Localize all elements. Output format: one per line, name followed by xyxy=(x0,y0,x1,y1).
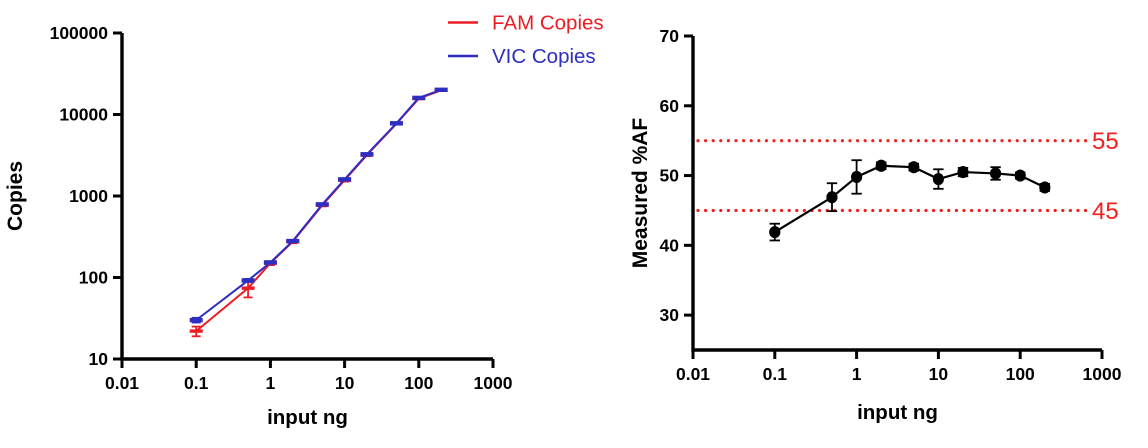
measured-af-vs-input-chart: 55 45 0.01 0.1 1 10 100 1000 30 40 50 60 70 input ng M… xyxy=(629,26,1122,424)
series-line xyxy=(195,88,442,321)
dash-marker xyxy=(412,95,426,101)
y-tick-label: 1000 xyxy=(69,186,108,206)
reference-line-label-55: 55 xyxy=(1092,128,1119,155)
dash-marker xyxy=(286,238,300,244)
measured-af-vs-input-chart-tick-labels: 0.01 0.1 1 10 100 1000 30 40 50 60 70 xyxy=(660,26,1122,384)
copies-vs-input-chart-legend: FAM Copies VIC Copies xyxy=(448,12,604,68)
circle-marker xyxy=(1014,169,1026,182)
circle-marker xyxy=(1039,181,1051,194)
dash-marker xyxy=(360,152,374,157)
measured-af-vs-input-chart-axes xyxy=(684,34,1104,359)
circle-marker xyxy=(769,225,781,239)
copies-vs-input-chart-y-axis-title: Copies xyxy=(4,161,27,231)
copies-vs-input-chart-axes xyxy=(113,31,495,368)
x-tick-label: 0.1 xyxy=(184,373,209,393)
measured-af-vs-input-chart-x-axis-title: input ng xyxy=(857,401,938,424)
x-tick-label: 1000 xyxy=(1083,364,1122,384)
circle-marker xyxy=(957,165,969,179)
circle-marker xyxy=(932,172,945,186)
circle-marker xyxy=(826,191,838,204)
dash-marker xyxy=(434,87,448,92)
legend-label-vic-copies: VIC Copies xyxy=(492,45,596,68)
vic-copies-series xyxy=(189,87,448,324)
legend-label-fam-copies: FAM Copies xyxy=(492,12,604,35)
fam-copies-series xyxy=(189,88,448,338)
series-line xyxy=(774,164,1046,234)
x-tick-label: 0.01 xyxy=(105,373,139,393)
y-tick-label: 50 xyxy=(660,166,680,186)
copies-vs-input-chart: 0.01 0.1 1 10 100 1000 10 100 1000 10000 100000 inp… xyxy=(4,12,604,430)
circle-marker xyxy=(851,170,863,184)
x-tick-label: 1 xyxy=(852,364,862,384)
dash-marker xyxy=(315,202,329,207)
dash-marker xyxy=(263,260,277,265)
dash-marker xyxy=(241,286,255,290)
copies-vs-input-chart-tick-labels: 0.01 0.1 1 10 100 1000 10 100 1000 10000 100000 xyxy=(50,23,513,393)
dash-marker xyxy=(338,177,352,182)
circle-marker xyxy=(875,159,887,172)
x-tick-label: 100 xyxy=(1006,364,1035,384)
y-tick-label: 30 xyxy=(660,305,680,325)
series-line xyxy=(195,89,442,332)
axis-spine xyxy=(691,36,1102,352)
y-tick-label: 100000 xyxy=(50,23,109,43)
dash-marker xyxy=(189,329,203,333)
x-tick-label: 10 xyxy=(929,364,949,384)
measured-af-vs-input-chart-y-axis-title: Measured %AF xyxy=(629,118,652,269)
x-tick-label: 0.01 xyxy=(676,364,710,384)
y-tick-label: 10 xyxy=(89,349,109,369)
dash-marker xyxy=(189,317,203,323)
x-tick-label: 0.1 xyxy=(763,364,788,384)
reference-line-label-45: 45 xyxy=(1092,198,1119,225)
dash-marker xyxy=(241,278,255,283)
circle-marker xyxy=(989,167,1002,180)
circle-marker xyxy=(908,161,920,174)
y-tick-label: 40 xyxy=(660,235,680,255)
measured-af-series xyxy=(769,159,1051,242)
x-tick-label: 100 xyxy=(404,373,433,393)
y-tick-label: 70 xyxy=(660,26,680,46)
y-tick-label: 60 xyxy=(660,96,680,116)
x-tick-label: 1 xyxy=(266,373,276,393)
y-tick-label: 10000 xyxy=(59,105,108,125)
x-tick-label: 10 xyxy=(335,373,355,393)
y-tick-label: 100 xyxy=(79,268,108,288)
dash-marker xyxy=(389,121,403,126)
axis-spine xyxy=(120,33,493,361)
copies-vs-input-chart-x-axis-title: input ng xyxy=(267,406,348,429)
x-tick-label: 1000 xyxy=(474,373,513,393)
